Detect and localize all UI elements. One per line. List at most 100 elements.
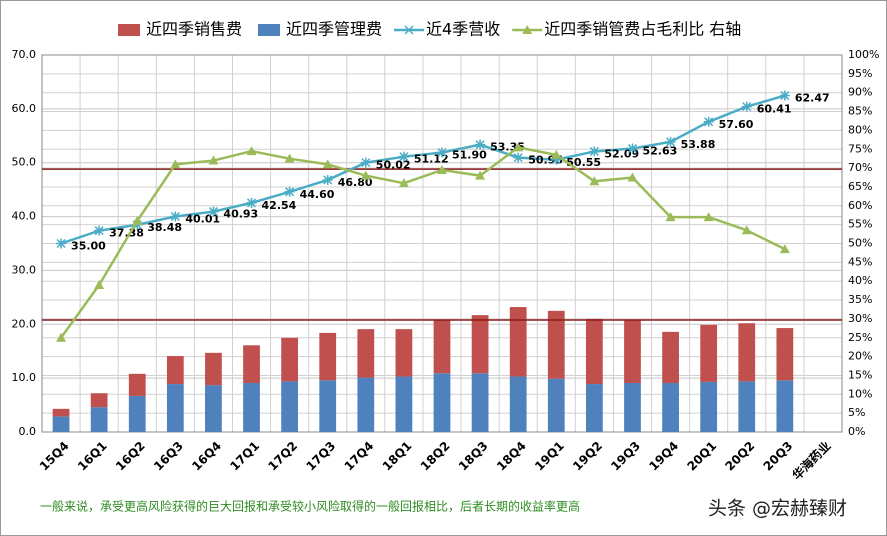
y2-tick-label: 25% bbox=[848, 331, 872, 344]
y2-tick-label: 50% bbox=[848, 237, 872, 250]
y2-tick-label: 70% bbox=[848, 161, 872, 174]
data-label: 42.54 bbox=[262, 199, 297, 212]
marker bbox=[208, 206, 219, 217]
marker bbox=[551, 154, 562, 165]
bar bbox=[90, 407, 108, 432]
marker bbox=[56, 238, 67, 249]
marker bbox=[246, 146, 257, 156]
bar bbox=[700, 381, 718, 432]
bar bbox=[128, 373, 146, 396]
data-label: 50.02 bbox=[376, 159, 411, 172]
y2-tick-label: 5% bbox=[848, 406, 865, 419]
legend-label: 近四季销售费 bbox=[146, 20, 242, 39]
y-tick-label: 0.0 bbox=[19, 425, 37, 438]
marker bbox=[627, 172, 638, 182]
legend-label: 近四季销管费占毛利比 右轴 bbox=[544, 20, 741, 39]
bar bbox=[776, 328, 794, 381]
marker bbox=[475, 139, 486, 150]
data-label: 35.00 bbox=[71, 240, 106, 253]
marker bbox=[741, 225, 752, 235]
marker bbox=[665, 136, 676, 147]
marker bbox=[170, 159, 181, 169]
data-label: 53.88 bbox=[681, 138, 716, 151]
marker bbox=[322, 174, 333, 185]
bar bbox=[738, 323, 756, 382]
bar bbox=[471, 373, 489, 432]
bar bbox=[624, 319, 641, 383]
y-tick-label: 40.0 bbox=[12, 210, 37, 223]
marker bbox=[284, 153, 295, 163]
data-label: 40.01 bbox=[185, 213, 220, 226]
marker bbox=[779, 244, 790, 254]
marker bbox=[589, 176, 600, 186]
bar bbox=[586, 318, 603, 385]
bar bbox=[281, 381, 298, 432]
bar bbox=[357, 377, 375, 432]
bar bbox=[624, 382, 641, 432]
data-label: 40.93 bbox=[223, 208, 258, 221]
marker bbox=[703, 212, 714, 222]
bar bbox=[357, 329, 375, 378]
y2-tick-label: 90% bbox=[848, 86, 872, 99]
marker bbox=[551, 149, 562, 159]
bar bbox=[776, 380, 794, 432]
bar bbox=[395, 329, 413, 377]
bar bbox=[281, 337, 298, 382]
y2-tick-label: 95% bbox=[848, 67, 872, 80]
bar bbox=[662, 331, 679, 383]
marker bbox=[398, 151, 409, 162]
line bbox=[60, 146, 786, 339]
bar bbox=[471, 315, 489, 374]
marker bbox=[360, 157, 371, 168]
bar bbox=[586, 384, 603, 432]
bar bbox=[319, 332, 337, 381]
data-label: 52.63 bbox=[642, 145, 677, 158]
y2-tick-label: 35% bbox=[848, 293, 872, 306]
y2-tick-label: 85% bbox=[848, 105, 872, 118]
marker bbox=[513, 142, 524, 152]
bar bbox=[205, 352, 222, 386]
bar bbox=[90, 393, 108, 408]
legend-label: 近4季营收 bbox=[426, 20, 500, 39]
line bbox=[60, 94, 786, 245]
marker bbox=[322, 159, 333, 169]
bar bbox=[52, 416, 70, 432]
data-label: 57.60 bbox=[719, 118, 754, 131]
bar bbox=[547, 310, 565, 379]
marker bbox=[437, 147, 447, 158]
y-tick-label: 70.0 bbox=[12, 48, 37, 61]
y2-tick-label: 75% bbox=[848, 142, 872, 155]
y-tick-label: 50.0 bbox=[12, 156, 37, 169]
data-label: 44.60 bbox=[300, 188, 335, 201]
marker bbox=[360, 170, 371, 180]
marker bbox=[398, 178, 409, 188]
data-label: 60.41 bbox=[757, 103, 792, 116]
footnote: 一般来说，承受更高风险获得的巨大回报和承受较小风险取得的一般回报相比，后者长期的… bbox=[40, 499, 580, 514]
bar bbox=[509, 307, 527, 377]
bar bbox=[509, 376, 527, 432]
y2-tick-label: 15% bbox=[848, 368, 872, 381]
data-label: 51.12 bbox=[414, 153, 449, 166]
y2-tick-label: 100% bbox=[848, 48, 879, 61]
marker bbox=[665, 212, 676, 222]
bar bbox=[166, 384, 184, 432]
bar bbox=[395, 376, 413, 432]
bar bbox=[319, 380, 337, 432]
legend-marker bbox=[404, 25, 415, 35]
y2-tick-label: 55% bbox=[848, 218, 872, 231]
marker bbox=[589, 146, 600, 157]
data-label: 38.48 bbox=[147, 221, 182, 234]
y-tick-label: 60.0 bbox=[12, 102, 37, 115]
y-tick-label: 30.0 bbox=[12, 263, 37, 276]
legend: 近四季销售费 近四季管理费 近4季营收 近四季销管费占毛利比 右轴 bbox=[118, 20, 741, 39]
y-tick-label: 20.0 bbox=[12, 317, 37, 330]
bar bbox=[52, 408, 70, 417]
bar bbox=[243, 345, 260, 383]
y2-tick-label: 30% bbox=[848, 312, 872, 325]
marker bbox=[284, 186, 295, 197]
legend-swatch bbox=[118, 24, 140, 36]
y2-tick-label: 20% bbox=[848, 350, 872, 363]
marker bbox=[208, 155, 219, 165]
bar bbox=[433, 373, 451, 432]
